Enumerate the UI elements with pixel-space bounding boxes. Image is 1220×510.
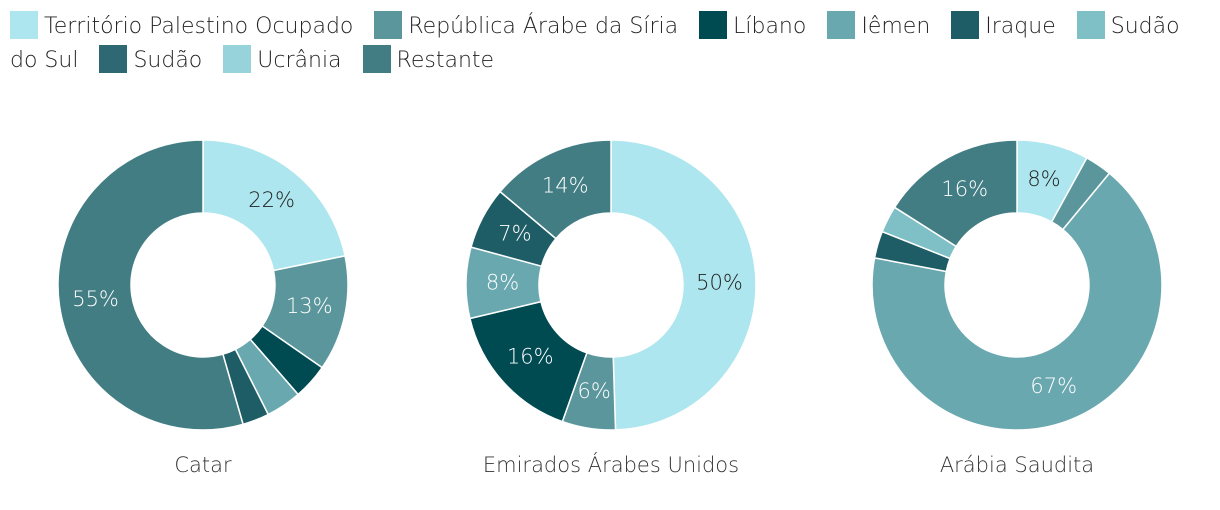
legend-item: Ucrânia <box>223 45 342 73</box>
slice <box>202 139 346 272</box>
value-label: 16% <box>941 177 988 201</box>
value-label: 16% <box>507 344 554 368</box>
value-label: 13% <box>286 294 333 318</box>
value-label: 50% <box>696 270 743 294</box>
legend-label: Sudão do Sul <box>10 14 1180 73</box>
legend-label: República Árabe da Síria <box>408 14 679 39</box>
chart-title: Catar <box>174 453 232 477</box>
legend-swatch <box>362 45 391 73</box>
legend-item: Iraque <box>951 11 1056 39</box>
legend-item: Sudão <box>99 45 203 73</box>
value-label: 6% <box>578 379 611 403</box>
legend: Território Palestino Ocupado República Á… <box>10 10 1200 78</box>
legend-label: Sudão <box>133 48 203 73</box>
legend-item: Líbano <box>699 11 807 39</box>
legend-label: Restante <box>396 48 495 73</box>
legend-label: Território Palestino Ocupado <box>44 14 354 39</box>
slice <box>610 139 757 431</box>
legend-swatch <box>1076 11 1105 39</box>
legend-label: Iraque <box>985 14 1056 39</box>
slice <box>893 139 1018 248</box>
legend-label: Ucrânia <box>257 48 342 73</box>
value-label: 14% <box>542 174 589 198</box>
legend-swatch <box>827 11 856 39</box>
legend-item: Território Palestino Ocupado <box>10 11 354 39</box>
chart-title: Emirados Árabes Unidos <box>483 452 739 477</box>
value-label: 8% <box>1027 167 1060 191</box>
value-label: 55% <box>72 287 119 311</box>
legend-swatch <box>10 11 38 39</box>
value-label: 8% <box>486 270 519 294</box>
legend-swatch <box>223 45 252 73</box>
legend-label: Líbano <box>733 14 807 39</box>
legend-swatch <box>374 11 403 39</box>
legend-item: Iêmen <box>827 11 931 39</box>
chart-title: Arábia Saudita <box>940 453 1094 477</box>
legend-item: República Árabe da Síria <box>374 11 679 39</box>
legend-item: Restante <box>362 45 495 73</box>
slice <box>499 139 612 240</box>
legend-label: Iêmen <box>861 14 931 39</box>
legend-item: Sudão do Sul <box>10 11 1180 73</box>
value-label: 22% <box>248 188 295 212</box>
legend-swatch <box>699 11 728 39</box>
slice <box>871 172 1163 431</box>
value-label: 67% <box>1030 374 1077 398</box>
legend-swatch <box>951 11 980 39</box>
value-label: 7% <box>498 222 531 246</box>
slice <box>57 139 244 431</box>
legend-swatch <box>99 45 128 73</box>
